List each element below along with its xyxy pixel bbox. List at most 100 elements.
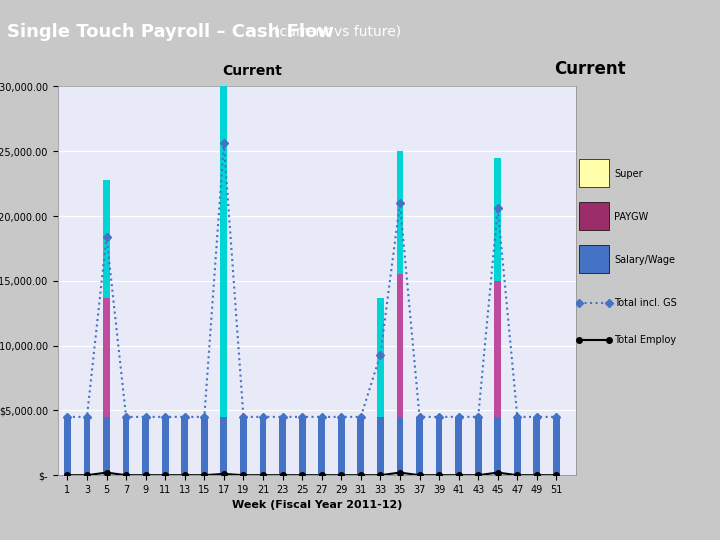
Total Employ: [200, 472, 209, 478]
Total incl. GS: [493, 205, 502, 212]
Bar: [220, 86, 228, 417]
Bar: [377, 417, 384, 475]
Total Employ: [435, 472, 444, 478]
Bar: [397, 274, 403, 417]
Bar: [220, 417, 228, 475]
Total Employ: [63, 472, 72, 478]
Total Employ: [513, 472, 521, 478]
Bar: [377, 298, 384, 417]
Bar: [299, 417, 305, 475]
Bar: [318, 417, 325, 475]
Total incl. GS: [63, 414, 72, 420]
Text: (current vs future): (current vs future): [274, 25, 401, 38]
Total incl. GS: [435, 414, 444, 420]
Bar: [103, 298, 110, 417]
Bar: [122, 417, 130, 475]
Total incl. GS: [220, 140, 228, 147]
Bar: [260, 417, 266, 475]
Total incl. GS: [298, 414, 307, 420]
Bar: [397, 417, 403, 475]
Total incl. GS: [513, 414, 521, 420]
Bar: [495, 158, 501, 281]
Total incl. GS: [533, 414, 541, 420]
Bar: [64, 417, 71, 475]
Total incl. GS: [337, 414, 346, 420]
Bar: [84, 417, 91, 475]
Total Employ: [493, 469, 502, 476]
Total Employ: [356, 472, 365, 478]
Bar: [143, 417, 149, 475]
Bar: [338, 417, 345, 475]
Bar: [162, 417, 168, 475]
Text: Super: Super: [614, 169, 643, 179]
Total incl. GS: [415, 414, 424, 420]
Bar: [357, 417, 364, 475]
Total Employ: [122, 472, 130, 478]
Total Employ: [337, 472, 346, 478]
Total incl. GS: [454, 414, 463, 420]
Text: PAYGW: PAYGW: [614, 212, 649, 222]
Line: Total incl. GS: Total incl. GS: [65, 140, 559, 420]
Total Employ: [141, 472, 150, 478]
Total Employ: [318, 472, 326, 478]
Total incl. GS: [318, 414, 326, 420]
Total Employ: [220, 471, 228, 477]
Text: Total Employ: Total Employ: [614, 335, 676, 345]
Total Employ: [474, 472, 482, 478]
Text: Current: Current: [222, 64, 282, 78]
Bar: [514, 417, 521, 475]
Total Employ: [161, 472, 169, 478]
Total incl. GS: [552, 414, 561, 420]
Total incl. GS: [200, 414, 209, 420]
Bar: [495, 281, 501, 417]
Bar: [553, 417, 560, 475]
Total incl. GS: [376, 352, 384, 358]
Total Employ: [298, 472, 307, 478]
Total Employ: [552, 472, 561, 478]
Text: Total incl. GS: Total incl. GS: [614, 299, 677, 308]
FancyBboxPatch shape: [579, 202, 609, 230]
Total Employ: [278, 472, 287, 478]
Total Employ: [239, 472, 248, 478]
Total Employ: [395, 469, 404, 476]
Total Employ: [376, 472, 384, 478]
Total incl. GS: [102, 233, 111, 240]
Total Employ: [454, 472, 463, 478]
Text: Single Touch Payroll – Cash Flow: Single Touch Payroll – Cash Flow: [7, 23, 334, 40]
Bar: [455, 417, 462, 475]
Text: Salary/Wage: Salary/Wage: [614, 255, 675, 265]
Total incl. GS: [356, 414, 365, 420]
Bar: [103, 180, 110, 298]
Bar: [397, 151, 403, 274]
Line: Total Employ: Total Employ: [65, 470, 559, 478]
Total Employ: [258, 472, 267, 478]
Text: Current: Current: [554, 60, 626, 78]
Bar: [416, 417, 423, 475]
Total Employ: [181, 472, 189, 478]
Bar: [240, 417, 247, 475]
Bar: [279, 417, 286, 475]
FancyBboxPatch shape: [579, 159, 609, 187]
Total Employ: [415, 472, 424, 478]
Total incl. GS: [474, 414, 482, 420]
Bar: [436, 417, 443, 475]
Total incl. GS: [83, 414, 91, 420]
Total incl. GS: [395, 200, 404, 206]
Total Employ: [533, 472, 541, 478]
Total incl. GS: [239, 414, 248, 420]
Bar: [534, 417, 540, 475]
Bar: [377, 298, 384, 417]
Total incl. GS: [181, 414, 189, 420]
Bar: [103, 417, 110, 475]
Total incl. GS: [258, 414, 267, 420]
Total Employ: [102, 469, 111, 476]
Total incl. GS: [161, 414, 169, 420]
Bar: [181, 417, 188, 475]
Total incl. GS: [122, 414, 130, 420]
Total Employ: [83, 472, 91, 478]
X-axis label: Week (Fiscal Year 2011-12): Week (Fiscal Year 2011-12): [232, 501, 402, 510]
FancyBboxPatch shape: [579, 245, 609, 273]
Bar: [495, 417, 501, 475]
Total incl. GS: [278, 414, 287, 420]
Total incl. GS: [141, 414, 150, 420]
